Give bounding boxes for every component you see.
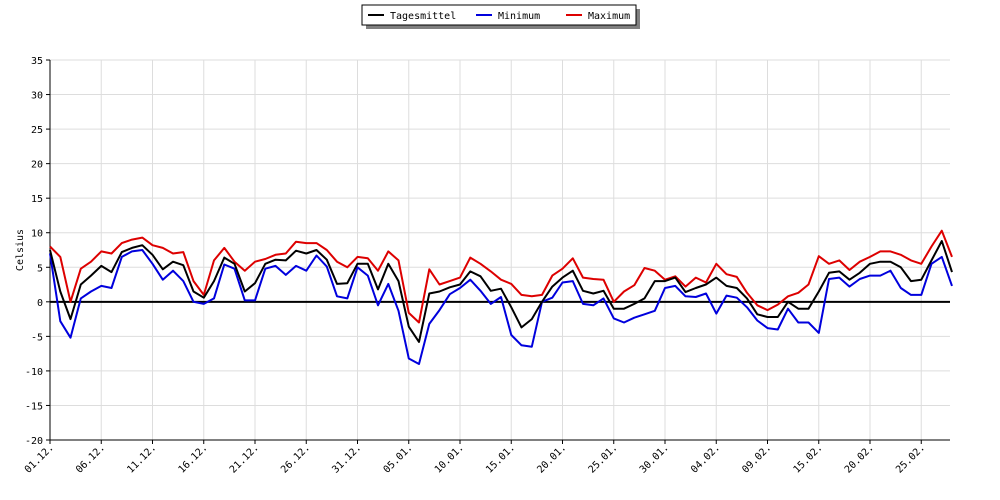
x-tick-label: 04.02. <box>689 442 722 475</box>
y-axis-title: Celsius <box>15 229 26 271</box>
y-tick-label: 25 <box>31 125 43 136</box>
legend-label: Maximum <box>588 11 630 22</box>
y-tick-label: 10 <box>31 229 43 240</box>
x-tick-label: 11.12. <box>125 442 158 475</box>
legend-label: Minimum <box>498 11 540 22</box>
x-tick-label: 25.01. <box>587 442 620 475</box>
y-tick-label: -20 <box>25 436 43 447</box>
x-tick-label: 15.01. <box>484 442 517 475</box>
x-tick-label: 06.12. <box>74 442 107 475</box>
x-tick-label: 01.12. <box>23 442 56 475</box>
y-tick-label: 5 <box>37 263 43 274</box>
legend: Tagesmittel Minimum Maximum <box>361 4 640 29</box>
x-tick-label: 09.02. <box>740 442 773 475</box>
x-tick-label: 21.12. <box>228 442 261 475</box>
y-tick-label: 0 <box>37 298 43 309</box>
x-tick-label: 10.01. <box>433 442 466 475</box>
x-tick-label: 05.01. <box>382 442 415 475</box>
x-tick-label: 30.01. <box>638 442 671 475</box>
legend-label: Tagesmittel <box>390 11 456 22</box>
x-tick-label: 20.01. <box>535 442 568 475</box>
series-lines <box>49 229 953 365</box>
y-tick-label: 35 <box>31 56 43 67</box>
y-tick-label: -10 <box>25 367 43 378</box>
y-tick-label: 20 <box>31 160 43 171</box>
x-tick-label: 26.12. <box>279 442 312 475</box>
grid-lines <box>49 59 950 440</box>
x-tick-label: 16.12. <box>177 442 210 475</box>
y-tick-label: -5 <box>31 332 43 343</box>
y-tick-label: -15 <box>25 401 43 412</box>
x-tick-label: 15.02. <box>792 442 825 475</box>
series-line-minimum <box>49 249 953 365</box>
series-line-tagesmittel <box>49 240 953 343</box>
x-tick-label: 20.02. <box>843 442 876 475</box>
y-tick-label: 15 <box>31 194 43 205</box>
x-tick-labels: 01.12. 06.12. 11.12. 16.12. 21.12. 26.12. 31.1… <box>23 442 928 475</box>
legend-box <box>361 4 637 26</box>
x-tick-label: 31.12. <box>330 442 363 475</box>
x-tick-label: 25.02. <box>894 442 927 475</box>
series-line-maximum <box>49 229 953 324</box>
y-tick-labels: -20 -15 -10 -5 0 5 10 15 20 25 30 35 <box>25 56 43 447</box>
y-tick-label: 30 <box>31 91 43 102</box>
